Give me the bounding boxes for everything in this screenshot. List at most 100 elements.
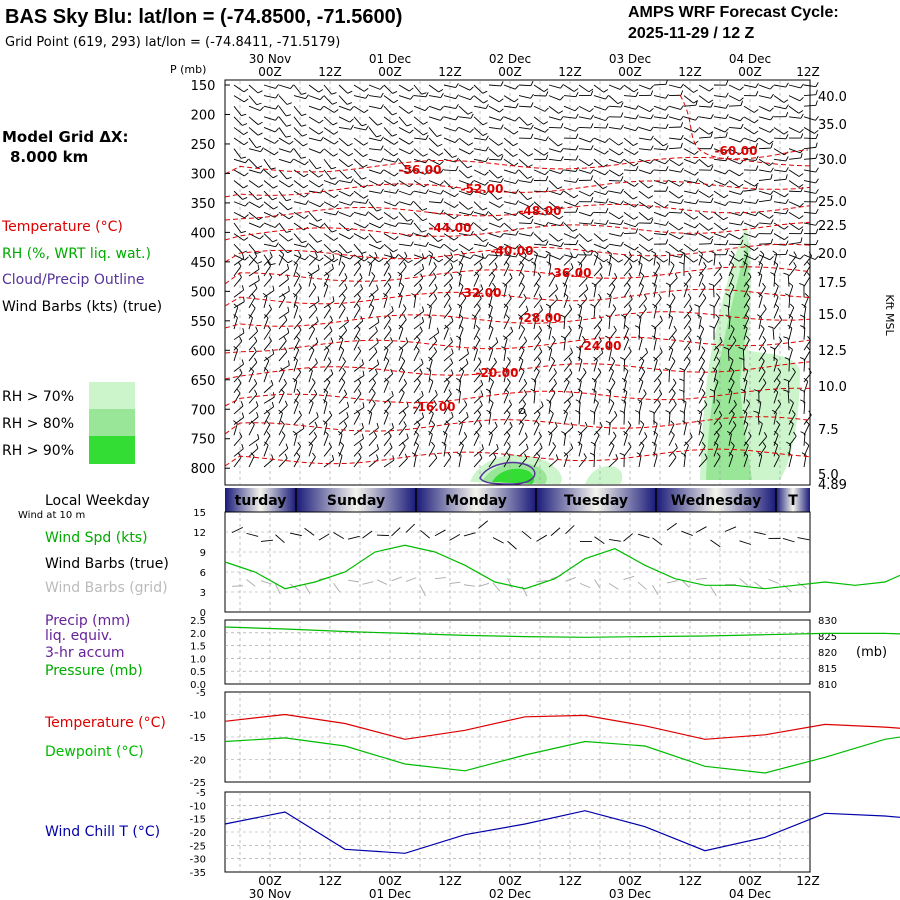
wind-barb-shaft <box>608 211 620 220</box>
wind-barb-shaft <box>263 159 272 170</box>
wind-barb-shaft <box>488 116 501 121</box>
wind-barb-flag <box>409 129 414 134</box>
wind-barb-flag <box>450 337 453 343</box>
wind-barb-flag <box>542 239 548 243</box>
temperature-contour-label: -28.00 <box>519 311 562 325</box>
wind-barb-shaft <box>338 254 351 260</box>
wind-barb-flag <box>768 325 774 329</box>
wind-barb-flag <box>755 142 758 149</box>
wind-barb-flag <box>725 80 729 86</box>
wind-barb-shaft <box>398 406 409 415</box>
wind-barb-shaft <box>368 382 376 393</box>
wind-barb-flag <box>312 282 317 288</box>
wind-barb-flag <box>624 324 629 329</box>
wind-barb-shaft <box>428 370 432 383</box>
wind-barb-flag <box>470 230 474 236</box>
wind-barb-shaft <box>503 392 510 404</box>
wind-barb-flag <box>639 420 645 425</box>
wind-barb-flag <box>409 150 414 155</box>
wind-barb-flag <box>570 390 574 396</box>
wind-barb-flag <box>257 275 260 281</box>
wind-barb-flag <box>393 141 399 145</box>
wind-barb-flag <box>288 215 294 220</box>
wind-barb-flag <box>755 90 759 96</box>
wind-barb-flag <box>438 258 444 263</box>
wind-barb-flag <box>290 84 294 89</box>
wind-barb-flag <box>311 378 316 383</box>
wind-barb-flag <box>536 410 541 415</box>
wind-barb-flag <box>462 293 467 299</box>
wind-barb-flag <box>344 283 348 289</box>
wind-barb-shaft <box>233 332 245 341</box>
wind-barb-flag <box>777 399 782 405</box>
wind-barb-shaft <box>488 434 493 446</box>
wind-barb-shaft <box>293 359 298 372</box>
grid-point-subtitle: Grid Point (619, 293) lat/lon = (-74.841… <box>5 35 340 50</box>
wind-barb-flag <box>619 452 625 456</box>
wind-barb-shaft <box>757 412 760 425</box>
wind-barb-flag <box>546 324 552 329</box>
wind-barb-flag <box>634 182 639 187</box>
wind-barb-shaft <box>398 84 410 92</box>
wind-barb-flag <box>745 282 750 287</box>
wind-barb-flag <box>628 304 632 310</box>
wind-barb-shaft <box>398 383 407 394</box>
wind-barb-flag <box>441 441 447 445</box>
wind-barb-shaft <box>773 84 786 88</box>
wind-barb-flag <box>769 214 774 219</box>
wind-barb-shaft <box>473 361 482 372</box>
wind-barb-flag <box>512 153 518 157</box>
wind-barb-flag <box>762 346 767 352</box>
wind-barb-shaft <box>368 190 381 194</box>
wind-barb-shaft <box>278 127 287 138</box>
wind-barb-flag <box>573 88 579 92</box>
wind-barb-flag <box>468 247 474 251</box>
wind-barb-flag <box>280 388 285 393</box>
wind-barb-shaft <box>578 348 582 361</box>
weekday-label: Sunday <box>327 493 385 509</box>
temperature-contour <box>224 361 811 380</box>
wind-barb-shaft <box>728 148 740 155</box>
wind-barb-flag <box>339 346 345 351</box>
wind-barb-flag <box>256 251 262 254</box>
wind-barb-shaft <box>608 370 614 383</box>
wind-barb-flag <box>253 378 258 384</box>
wind-barb-flag <box>551 272 556 277</box>
wind-barb-flag <box>499 246 504 251</box>
wind-barb-shaft <box>518 349 525 362</box>
wind-barb-shaft <box>803 104 816 107</box>
legend-wind-10m: Wind at 10 m <box>18 510 85 521</box>
surface-wind-barb <box>739 540 752 545</box>
surface-wind-barb <box>724 526 737 532</box>
wind-barb-flag <box>403 261 407 267</box>
wind-barb-shaft <box>353 243 363 254</box>
wind-barb-flag <box>650 114 654 120</box>
wind-barb-shaft <box>458 95 471 101</box>
wind-barb-flag <box>620 231 624 237</box>
wind-barb-flag <box>467 111 473 115</box>
wind-barb-shaft <box>323 415 333 425</box>
wind-barb-shaft <box>533 351 543 362</box>
wind-barb-shaft <box>758 169 771 173</box>
wind-barb-flag <box>593 356 598 361</box>
wind-barb-shaft <box>233 222 242 233</box>
wind-barb-flag <box>577 261 583 265</box>
wind-barb-flag <box>668 314 673 318</box>
wind-barb-shaft <box>263 127 276 133</box>
hour-label: 00Z <box>378 65 402 79</box>
wind-barb-shaft <box>503 211 516 216</box>
wind-barb-flag <box>739 86 744 91</box>
wind-barb-shaft <box>668 412 671 425</box>
wind-barb-shaft <box>383 403 392 415</box>
wind-barb-flag <box>538 431 542 437</box>
wind-barb-flag <box>302 143 308 147</box>
wind-barb-flag <box>335 210 339 216</box>
wind-barb-flag <box>458 314 464 319</box>
wind-barb-shaft <box>473 127 484 136</box>
wind-barb-flag <box>739 160 744 165</box>
wind-barb-shaft <box>788 423 794 436</box>
forecast-cycle-value: 2025-11-29 / 12 Z <box>628 25 755 42</box>
wind-barb-flag <box>553 368 557 374</box>
wind-barb-flag <box>693 259 699 263</box>
wind-barb-shaft <box>758 264 763 277</box>
